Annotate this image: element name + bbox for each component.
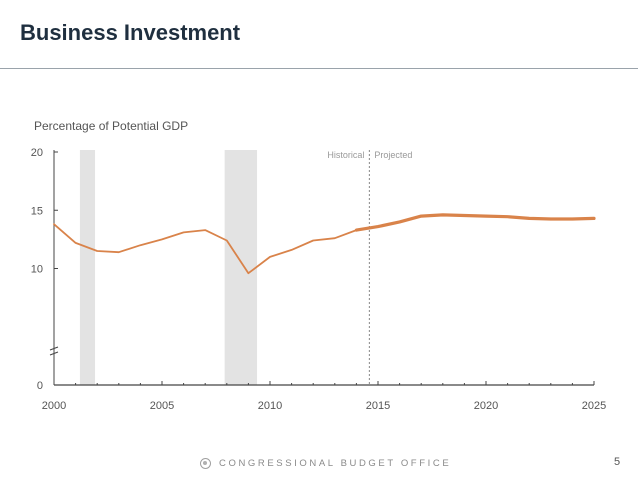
x-tick-label: 2005 xyxy=(150,400,174,412)
projected-label: Projected xyxy=(374,150,412,160)
cbo-logo-icon xyxy=(200,458,211,469)
y-axis-break-mark xyxy=(49,351,59,356)
historical-label: Historical xyxy=(327,150,364,160)
historical-projected-divider: Historical Projected xyxy=(327,150,412,385)
title-divider xyxy=(0,68,638,69)
footer-text: CONGRESSIONAL BUDGET OFFICE xyxy=(219,458,452,469)
page-number: 5 xyxy=(614,456,621,468)
series xyxy=(53,213,596,275)
y-tick-label: 20 xyxy=(31,147,43,159)
recession-bands xyxy=(79,150,258,385)
y-tick-label: 15 xyxy=(31,205,43,217)
chart-title: Percentage of Potential GDP xyxy=(34,119,188,133)
axes: 2000 2005 2010 2015 2020 2025 0 10 15 20 xyxy=(31,147,606,412)
slide-title: Business Investment xyxy=(20,20,241,45)
y-tick-label: 10 xyxy=(31,264,43,276)
x-tick-label: 2015 xyxy=(366,400,390,412)
x-tick-label: 2025 xyxy=(582,400,606,412)
footer: CONGRESSIONAL BUDGET OFFICE xyxy=(200,458,451,469)
y-tick-label: 0 xyxy=(37,380,43,392)
series-line-historical xyxy=(53,223,358,275)
series-line-projected xyxy=(354,213,596,232)
recession-band-1 xyxy=(79,150,96,385)
x-tick-label: 2000 xyxy=(42,400,66,412)
recession-band-2 xyxy=(224,150,258,385)
x-tick-label: 2010 xyxy=(258,400,282,412)
y-axis-break-mark xyxy=(49,346,59,351)
x-tick-label: 2020 xyxy=(474,400,498,412)
